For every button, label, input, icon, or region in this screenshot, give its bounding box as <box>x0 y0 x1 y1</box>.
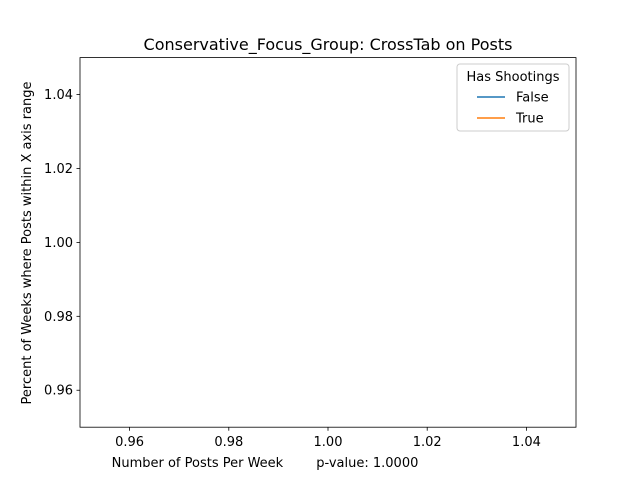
y-axis-label: Percent of Weeks where Posts within X ax… <box>20 82 35 405</box>
legend-label-true: True <box>515 112 544 127</box>
x-tick-label: 1.04 <box>512 435 541 450</box>
y-tick-label: 0.96 <box>44 384 73 399</box>
legend-title: Has Shootings <box>466 70 559 85</box>
legend-items: False True <box>477 91 549 127</box>
y-tick-label: 1.00 <box>44 236 73 251</box>
x-tick-label: 0.98 <box>214 435 243 450</box>
y-axis: 0.96 0.98 1.00 1.02 1.04 <box>44 88 80 399</box>
legend-frame <box>456 63 570 132</box>
chart-title: Conservative_Focus_Group: CrossTab on Po… <box>144 35 513 55</box>
legend: Has Shootings False True <box>456 63 570 132</box>
x-tick-label: 1.02 <box>413 435 442 450</box>
x-axis: 0.96 0.98 1.00 1.02 1.04 <box>115 427 541 450</box>
y-tick-label: 1.04 <box>44 88 73 103</box>
y-tick-label: 1.02 <box>44 162 73 177</box>
x-tick-label: 1.00 <box>314 435 343 450</box>
legend-label-false: False <box>516 91 549 106</box>
x-axis-label: Number of Posts Per Week p-value: 1.0000 <box>112 456 419 471</box>
y-tick-label: 0.98 <box>44 310 73 325</box>
plot-frame <box>79 57 577 428</box>
x-tick-label: 0.96 <box>115 435 144 450</box>
